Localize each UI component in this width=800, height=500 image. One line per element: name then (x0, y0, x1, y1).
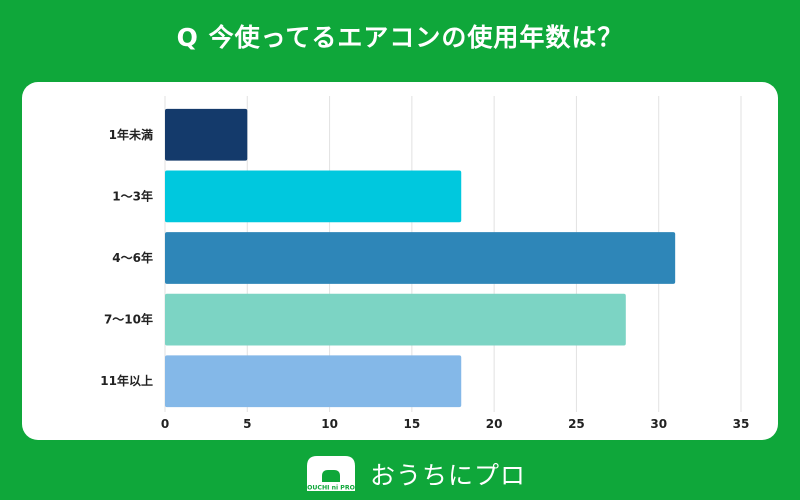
bar (165, 108, 248, 161)
x-tick-label: 25 (568, 417, 585, 431)
bar (165, 293, 626, 346)
bar (165, 232, 676, 284)
category-label: 11年以上 (100, 373, 153, 388)
x-tick-label: 5 (243, 417, 251, 431)
chart-title: Q 今使ってるエアコンの使用年数は？ (176, 23, 624, 52)
x-tick-label: 15 (404, 417, 421, 431)
category-label: 1年未満 (109, 127, 153, 142)
bar (165, 170, 462, 223)
x-tick-label: 20 (486, 417, 503, 431)
footer: OUCHI ni PRO おうちにプロ (0, 452, 800, 492)
house-logo-icon: OUCHI ni PRO (307, 456, 355, 492)
chart-card: 0 5 10 15 20 25 30 35 1年未満 1～3年 4～6年 7～10年 11年以上 (22, 82, 778, 440)
logo-text: おうちにプロ (370, 461, 527, 490)
category-label: 4～6年 (112, 250, 153, 265)
category-label: 7～10年 (104, 312, 153, 327)
x-tick-label: 35 (733, 417, 750, 431)
bar-chart: 0 5 10 15 20 25 30 35 1年未満 1～3年 4～6年 7～10年 11年以上 (100, 96, 750, 431)
x-tick-label: 10 (321, 417, 338, 431)
category-label: 1～3年 (112, 188, 153, 203)
x-tick-label: 0 (161, 417, 169, 431)
bar (165, 355, 462, 408)
logo-icon-text: OUCHI ni PRO (307, 485, 355, 492)
x-tick-label: 30 (650, 417, 667, 431)
